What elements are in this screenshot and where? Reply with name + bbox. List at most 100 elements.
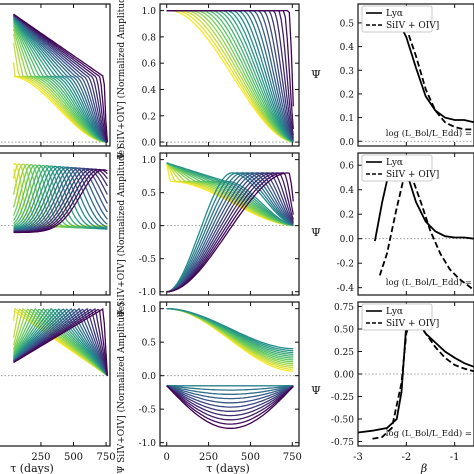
- model-curve: [166, 162, 294, 226]
- model-curve: [13, 19, 108, 143]
- axes-frames-layer: Lyα SiIV + OIV] Lyα SiIV + OIV] Lyα SiIV + OI…: [0, 3, 474, 447]
- y-tick-label: -0.2: [337, 260, 354, 270]
- model-curve: [13, 14, 108, 143]
- model-curve: [166, 172, 294, 293]
- y-tick-label: 0.0: [340, 235, 355, 245]
- y-tick-label: 0.6: [340, 162, 355, 172]
- model-curve: [166, 308, 294, 352]
- model-curve: [13, 308, 108, 377]
- y-tick-label: 0.4: [142, 86, 157, 96]
- model-curve: [166, 172, 294, 293]
- model-curve: [13, 165, 108, 230]
- x-tick-label: 250: [31, 452, 50, 463]
- model-curve: [13, 308, 108, 377]
- x-tick-label: 0: [164, 452, 170, 463]
- legend-top: Lyα SiIV + OIV]: [361, 5, 439, 33]
- model-curve: [13, 20, 108, 143]
- right-ylabel-middle: Ψ: [311, 226, 321, 239]
- labels-layer: 0.0 0.2 0.4 0.6 0.8 1.0 -1.0 -0.5 0.0 0.5 1.0 250 50…: [31, 7, 472, 463]
- model-curve: [166, 172, 294, 293]
- model-curve: [166, 385, 294, 395]
- x-tick-label: 750: [97, 452, 116, 463]
- mid-top-curves: [160, 9, 299, 143]
- model-curve: [13, 308, 108, 377]
- x-tick-label: -2: [401, 452, 411, 463]
- model-curve: [13, 14, 108, 143]
- x-tick-label: 500: [64, 452, 83, 463]
- siiv-oiv-line: [395, 10, 474, 131]
- y-tick-label: -0.25: [331, 393, 354, 403]
- siiv-oiv-line: [372, 317, 474, 440]
- model-curve: [13, 21, 108, 143]
- mid-bottom-frame: [159, 301, 300, 447]
- y-tick-label: 1.0: [142, 156, 157, 166]
- model-curve: [13, 165, 108, 230]
- mid-middle-frame: [159, 152, 300, 296]
- model-curve: [166, 385, 294, 400]
- model-curve: [166, 308, 294, 359]
- eddington-note: log (L_Bol/L_Edd) =: [386, 277, 472, 288]
- legend-label-lya: Lyα: [386, 9, 403, 19]
- legend-bottom: Lyα SiIV + OIV]: [361, 303, 439, 331]
- y-tick-label: 0.75: [334, 303, 354, 313]
- model-curve: [166, 308, 294, 363]
- legend-label-siiv-oiv: SiIV + OIV]: [386, 21, 439, 31]
- left-middle-frame: [0, 152, 111, 296]
- y-tick-label: 0.25: [334, 348, 354, 358]
- right-xlabel: β: [420, 462, 427, 474]
- model-curve: [166, 9, 294, 107]
- y-tick-label: 0.3: [340, 67, 355, 77]
- y-tick-label: 0.50: [334, 326, 354, 336]
- curves-layer: [0, 9, 474, 440]
- model-curve: [166, 172, 294, 293]
- model-curve: [166, 385, 294, 408]
- model-curve: [13, 167, 108, 232]
- legend-label-lya: Lyα: [386, 307, 403, 317]
- legend-middle: Lyα SiIV + OIV]: [361, 154, 439, 182]
- mid-top-frame: [159, 3, 300, 147]
- x-tick-label: -3: [353, 452, 363, 463]
- y-tick-label: 0.2: [340, 90, 354, 100]
- model-curve: [166, 385, 294, 412]
- y-tick-label: 0.4: [340, 43, 355, 53]
- y-tick-label: 0.0: [340, 138, 355, 148]
- model-curve: [13, 15, 108, 143]
- legend-label-siiv-oiv: SiIV + OIV]: [386, 170, 439, 180]
- legend-label-lya: Lyα: [386, 158, 403, 168]
- y-tick-label: 0.0: [142, 139, 157, 149]
- left-top-frame: [0, 3, 111, 147]
- right-ylabel-bottom: Ψ: [311, 384, 321, 397]
- eddington-note: log (L_Bol/L_Edd) =: [386, 428, 472, 439]
- model-curve: [13, 308, 109, 376]
- model-curve: [13, 308, 108, 376]
- model-curve: [13, 15, 108, 143]
- model-curve: [166, 9, 294, 143]
- mid-bottom-curves: [160, 308, 299, 429]
- y-tick-label: -0.75: [331, 438, 354, 448]
- y-tick-label: -1.0: [139, 288, 157, 298]
- model-curve: [166, 172, 294, 293]
- y-tick-label: 0.0: [142, 222, 157, 232]
- model-curve: [13, 166, 108, 230]
- model-curve: [13, 167, 108, 232]
- model-curve: [166, 308, 294, 350]
- y-tick-label: 0.4: [340, 186, 355, 196]
- y-tick-label: 1.0: [142, 305, 157, 315]
- model-curve: [166, 385, 294, 404]
- model-curve: [166, 172, 294, 293]
- legend-label-siiv-oiv: SiIV + OIV]: [386, 319, 439, 329]
- model-curve: [166, 172, 294, 293]
- model-curve: [13, 166, 108, 231]
- mid-ylabel-top: Ψ SiIV+OIV] (Normalized Amplitude): [116, 0, 127, 160]
- eddington-note: log (L_Bol/L_Edd) =: [386, 128, 472, 139]
- model-curve: [166, 385, 294, 391]
- y-tick-label: 0.8: [142, 33, 157, 43]
- model-curve: [166, 385, 294, 429]
- y-tick-label: 0.5: [340, 19, 355, 29]
- y-tick-label: 0.5: [142, 189, 157, 199]
- x-tick-label: 250: [199, 452, 218, 463]
- model-curve: [13, 13, 109, 143]
- model-curve: [166, 9, 294, 143]
- model-curve: [166, 385, 294, 417]
